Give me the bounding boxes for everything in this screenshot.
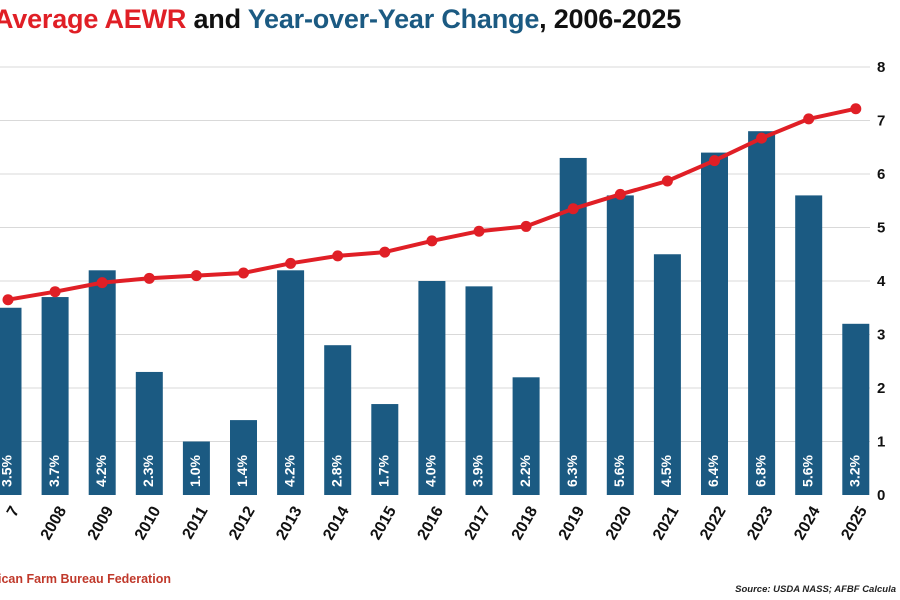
aewr-point [190,270,202,282]
bar [324,345,352,495]
bar-value-label: 2.8% [328,454,344,486]
aewr-point [332,250,344,262]
title-aewr: Average AEWR [0,4,187,34]
bar [277,270,305,495]
bar-value-label: 6.3% [564,454,580,486]
bar [135,371,163,495]
aewr-point [567,203,579,215]
x-tick-label: 2016 [414,504,447,543]
aewr-point [49,286,61,298]
x-tick-label: 2010 [132,504,165,543]
bar-value-label: 4.5% [658,454,674,486]
y-tick-label: 8 [877,59,885,76]
bar-value-label: 4.0% [423,454,439,486]
title-years: , 2006-2025 [539,4,682,34]
bar [182,441,210,495]
bar-labels: 3.5% 3.7% 4.2% 2.3% 1.0% 1.4% 4.2% 2.8% 1.7% 4.0%… [0,454,863,486]
bar-value-label: 2.3% [140,454,156,486]
bar-value-label: 6.4% [705,454,721,486]
chart-title: Average AEWR and Year-over-Year Change, … [0,4,894,35]
x-tick-label: 2025 [838,504,871,543]
bar [842,323,870,495]
aewr-point [96,277,108,289]
y-tick-label: 7 [877,113,885,130]
aewr-point [238,267,249,279]
bar-value-label: 3.7% [46,454,62,486]
title-and: and [186,4,248,34]
x-tick-label: 2009 [85,504,118,543]
bar-value-label: 2.2% [517,454,533,486]
x-tick-label: 2015 [367,504,400,543]
aewr-point [661,175,673,187]
x-tick-label: 2020 [603,504,636,543]
y-tick-label: 3 [877,327,885,344]
footer-organization: ican Farm Bureau Federation [0,572,171,586]
x-tick-label: 2019 [556,504,589,543]
aewr-point [803,113,815,125]
bar [748,131,776,495]
aewr-point [614,188,626,200]
footer-source: Source: USDA NASS; AFBF Calcula [735,584,896,595]
right-axis-ticks: 0 1 2 3 4 5 6 7 8 [877,59,886,504]
bar-value-label: 5.6% [799,454,815,486]
bar-value-label: 3.2% [847,454,863,486]
x-tick-label: 2018 [509,504,542,543]
y-tick-label: 2 [877,380,885,397]
bar-value-label: 1.0% [187,454,203,486]
bar-value-label: 4.2% [93,454,109,486]
aewr-point [2,294,14,306]
y-tick-label: 1 [877,434,885,451]
bar [795,195,823,495]
x-tick-label: 2011 [179,504,211,543]
bar [653,254,681,495]
x-tick-label: 2013 [273,504,306,543]
aewr-point [520,220,532,232]
bar [465,286,493,495]
x-tick-label: 2017 [462,504,495,543]
x-tick-label: 2022 [697,504,730,543]
x-tick-label: 2012 [226,504,259,543]
aewr-line [2,103,862,306]
x-tick-label: 2008 [38,504,71,543]
bar-value-label: 5.6% [611,454,627,486]
bar-value-label: 1.4% [234,454,250,486]
x-tick-label: 7 [4,504,23,520]
y-tick-label: 0 [877,487,885,504]
y-tick-label: 4 [877,273,886,290]
bar-value-label: 6.8% [752,454,768,486]
bar [41,297,69,495]
bar [418,281,446,495]
aewr-point [473,225,485,237]
bar [0,307,22,495]
bar [371,404,399,495]
aewr-point [756,132,768,144]
x-tick-label: 2024 [791,504,824,543]
aewr-line-path [7,106,857,302]
aewr-point [285,257,297,269]
x-tick-label: 2023 [744,504,777,543]
title-yoy: Year-over-Year Change [247,4,540,34]
aewr-point [143,272,155,284]
aewr-point [426,235,438,247]
bar-value-label: 1.7% [376,454,392,486]
bar-value-label: 3.9% [470,454,486,486]
aewr-point [379,246,391,258]
bars [0,131,870,495]
aewr-point [850,103,862,115]
x-tick-label: 2014 [320,504,353,543]
bar-value-label: 4.2% [281,454,297,486]
bar [230,420,257,495]
bar [606,195,634,495]
bar-value-label: 3.5% [0,454,15,486]
x-tick-label: 2021 [650,504,683,543]
bar [88,270,116,495]
y-tick-label: 6 [877,166,885,183]
aewr-point [709,155,720,167]
bar [512,377,540,495]
x-axis-ticks: 7 2008 2009 2010 2011 2012 2013 2014 2015 2016 201… [4,504,871,543]
bar [701,152,728,495]
y-tick-label: 5 [877,220,885,237]
